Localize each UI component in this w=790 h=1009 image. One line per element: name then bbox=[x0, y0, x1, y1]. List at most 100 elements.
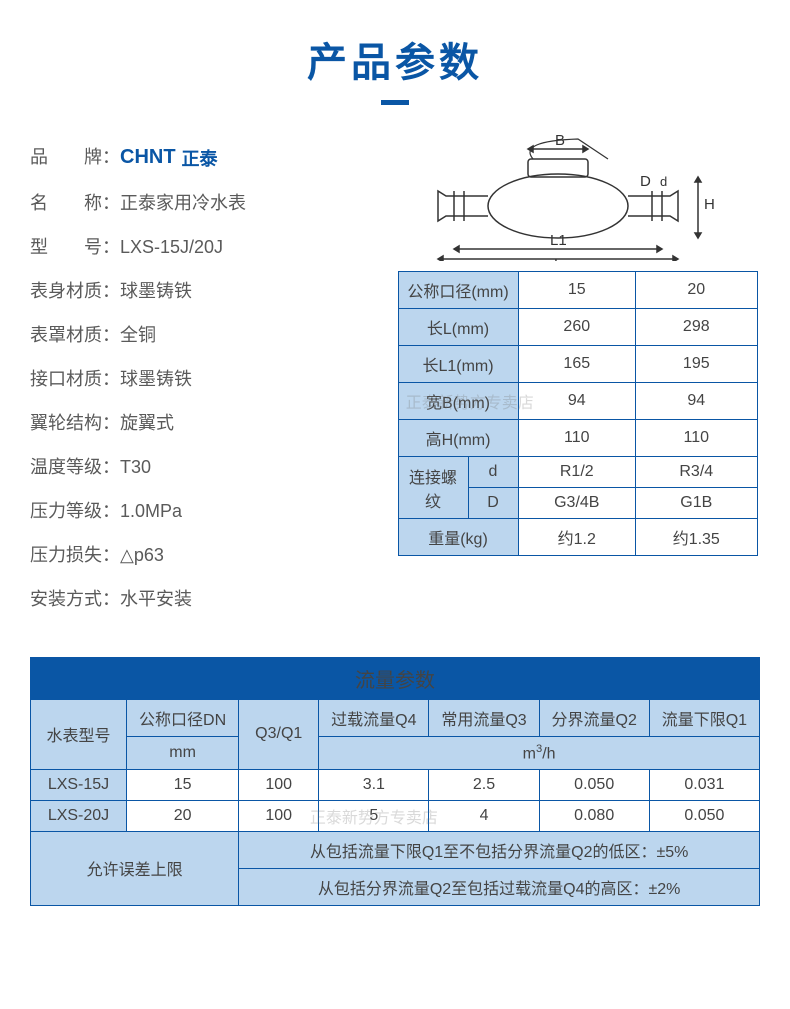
flow-cell: 2.5 bbox=[429, 769, 539, 800]
dimension-table: 公称口径(mm) 15 20 长L(mm) 260 298 长L1(mm) 16… bbox=[398, 271, 758, 556]
dim-cell: 110 bbox=[518, 420, 636, 457]
spec-row: 表罩材质：全铜 bbox=[30, 321, 395, 347]
dim-cell: 20 bbox=[636, 272, 757, 309]
title-underline bbox=[381, 100, 409, 105]
brand-cn: 正泰 bbox=[182, 145, 218, 171]
flow-cell: 3.1 bbox=[319, 769, 429, 800]
flow-cell: 20 bbox=[127, 800, 239, 831]
flow-err: 从包括分界流量Q2至包括过载流量Q4的高区：±2% bbox=[239, 868, 760, 905]
diagram-label-L1: L1 bbox=[550, 232, 567, 249]
flow-cell: 5正泰新势方专卖店 bbox=[319, 800, 429, 831]
table-row: 水表型号 公称口径DN Q3/Q1 过载流量Q4 常用流量Q3 分界流量Q2 流… bbox=[31, 699, 760, 736]
table-row: 连接螺纹 d R1/2 R3/4 bbox=[398, 457, 757, 488]
dim-cell: 约1.35 bbox=[636, 519, 757, 556]
spec-row: 名 称：正泰家用冷水表 bbox=[30, 189, 395, 215]
dim-cell: 165 bbox=[518, 346, 636, 383]
spec-label: 压力等级： bbox=[30, 497, 120, 523]
spec-label: 品 牌： bbox=[30, 143, 120, 169]
spec-label: 名 称： bbox=[30, 189, 120, 215]
flow-cell: 0.050 bbox=[649, 800, 759, 831]
flow-err: 从包括流量下限Q1至不包括分界流量Q2的低区：±5% bbox=[239, 831, 760, 868]
spec-value: 正泰家用冷水表 bbox=[120, 189, 246, 215]
spec-label: 翼轮结构： bbox=[30, 409, 120, 435]
spec-label: 温度等级： bbox=[30, 453, 120, 479]
flow-header: 公称口径DN bbox=[127, 699, 239, 736]
table-row: LXS-20J 20 100 5正泰新势方专卖店 4 0.080 0.050 bbox=[31, 800, 760, 831]
product-spec-sheet: 产品参数 品 牌： CHNT 正泰 名 称：正泰家用冷水表 型 号：LXS-15… bbox=[0, 0, 790, 936]
spec-value: LXS-15J/20J bbox=[120, 237, 223, 258]
spec-value: T30 bbox=[120, 457, 151, 478]
spec-value: 球墨铸铁 bbox=[120, 365, 192, 391]
dim-cell: G1B bbox=[636, 488, 757, 519]
dimension-diagram: B D d H L1 L bbox=[408, 131, 748, 261]
flow-header: 过载流量Q4 bbox=[319, 699, 429, 736]
table-row: 长L(mm) 260 298 bbox=[398, 309, 757, 346]
flow-header-unit: m3/h bbox=[319, 736, 760, 769]
spec-value: 水平安装 bbox=[120, 585, 192, 611]
table-row: LXS-15J 15 100 3.1 2.5 0.050 0.031 bbox=[31, 769, 760, 800]
page-title: 产品参数 bbox=[30, 30, 760, 88]
spec-list: 品 牌： CHNT 正泰 名 称：正泰家用冷水表 型 号：LXS-15J/20J… bbox=[30, 125, 395, 629]
spec-label: 表罩材质： bbox=[30, 321, 120, 347]
brand-en: CHNT bbox=[120, 146, 176, 169]
dim-sublabel: d bbox=[468, 457, 518, 488]
table-row: mm m3/h bbox=[31, 736, 760, 769]
diagram-label-d: d bbox=[660, 174, 667, 189]
table-row: 宽B(mm) 94正泰新势方专卖店 94 bbox=[398, 383, 757, 420]
table-row: 高H(mm) 110 110 bbox=[398, 420, 757, 457]
diagram-label-L: L bbox=[554, 256, 562, 261]
flow-header: 常用流量Q3 bbox=[429, 699, 539, 736]
dim-cell: 约1.2 bbox=[518, 519, 636, 556]
dim-cell: 110 bbox=[636, 420, 757, 457]
flow-cell: LXS-15J bbox=[31, 769, 127, 800]
flow-cell: 4 bbox=[429, 800, 539, 831]
diagram-label-B: B bbox=[555, 132, 565, 149]
flow-header: Q3/Q1 bbox=[239, 699, 319, 769]
flow-cell: 15 bbox=[127, 769, 239, 800]
dim-label: 连接螺纹 bbox=[398, 457, 468, 519]
spec-value: 球墨铸铁 bbox=[120, 277, 192, 303]
flow-header: 流量下限Q1 bbox=[649, 699, 759, 736]
flow-table: 流量参数 水表型号 公称口径DN Q3/Q1 过载流量Q4 常用流量Q3 分界流… bbox=[30, 657, 760, 906]
table-row: 公称口径(mm) 15 20 bbox=[398, 272, 757, 309]
flow-cell: 100 bbox=[239, 769, 319, 800]
spec-row: 安装方式：水平安装 bbox=[30, 585, 395, 611]
brand-logo: CHNT 正泰 bbox=[120, 145, 218, 171]
spec-row: 翼轮结构：旋翼式 bbox=[30, 409, 395, 435]
dim-label: 重量(kg) bbox=[398, 519, 518, 556]
dim-label: 宽B(mm) bbox=[398, 383, 518, 420]
flow-err-label: 允许误差上限 bbox=[31, 831, 239, 905]
dim-cell: 298 bbox=[636, 309, 757, 346]
dim-cell: R1/2 bbox=[518, 457, 636, 488]
spec-label: 安装方式： bbox=[30, 585, 120, 611]
spec-label: 型 号： bbox=[30, 233, 120, 259]
flow-cell: 0.080 bbox=[539, 800, 649, 831]
table-row: 长L1(mm) 165 195 bbox=[398, 346, 757, 383]
dim-label: 长L1(mm) bbox=[398, 346, 518, 383]
flow-cell: 0.031 bbox=[649, 769, 759, 800]
flow-title: 流量参数 bbox=[31, 657, 760, 699]
dim-cell: R3/4 bbox=[636, 457, 757, 488]
dim-cell: 94 bbox=[636, 383, 757, 420]
flow-section: 流量参数 水表型号 公称口径DN Q3/Q1 过载流量Q4 常用流量Q3 分界流… bbox=[30, 657, 760, 906]
table-row: 重量(kg) 约1.2 约1.35 bbox=[398, 519, 757, 556]
dim-cell: 260 bbox=[518, 309, 636, 346]
diagram-label-D: D bbox=[640, 173, 651, 190]
dim-cell: 195 bbox=[636, 346, 757, 383]
spec-value: 全铜 bbox=[120, 321, 156, 347]
table-row: 流量参数 bbox=[31, 657, 760, 699]
spec-row-brand: 品 牌： CHNT 正泰 bbox=[30, 143, 395, 171]
dim-sublabel: D bbox=[468, 488, 518, 519]
title-area: 产品参数 bbox=[30, 30, 760, 105]
flow-header: 分界流量Q2 bbox=[539, 699, 649, 736]
flow-cell: 0.050 bbox=[539, 769, 649, 800]
top-section: 品 牌： CHNT 正泰 名 称：正泰家用冷水表 型 号：LXS-15J/20J… bbox=[30, 125, 760, 629]
spec-value: 旋翼式 bbox=[120, 409, 174, 435]
spec-row: 表身材质：球墨铸铁 bbox=[30, 277, 395, 303]
spec-label: 压力损失： bbox=[30, 541, 120, 567]
spec-row: 压力损失：△p63 bbox=[30, 541, 395, 567]
spec-row: 接口材质：球墨铸铁 bbox=[30, 365, 395, 391]
flow-header: 水表型号 bbox=[31, 699, 127, 769]
flow-header-unit: mm bbox=[127, 736, 239, 769]
dim-label: 公称口径(mm) bbox=[398, 272, 518, 309]
